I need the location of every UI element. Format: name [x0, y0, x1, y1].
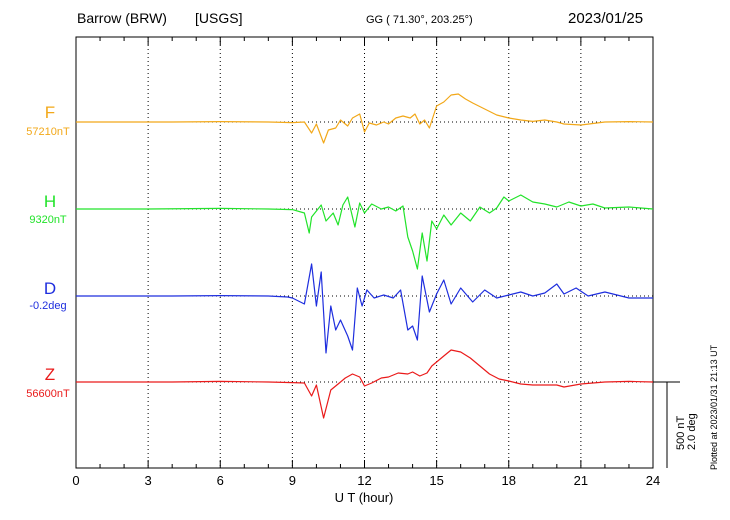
date-label: 2023/01/25: [568, 10, 644, 27]
tick-label: 9: [289, 473, 296, 488]
series-name-f: F: [45, 103, 55, 122]
series-z: Z 56600nT: [26, 349, 654, 419]
station-title: Barrow (BRW): [77, 10, 167, 26]
series-name-d: D: [44, 279, 56, 298]
x-ticks: 0 3 6 9 12 15 18 21 24: [72, 37, 660, 488]
coordinates-label: GG ( 71.30°, 203.25°): [366, 14, 473, 26]
series-name-z: Z: [45, 365, 55, 384]
network-label: [USGS]: [195, 10, 243, 26]
tick-label: 12: [357, 473, 371, 488]
series-line-z: [76, 349, 654, 419]
tick-label: 15: [429, 473, 443, 488]
tick-label: 3: [145, 473, 152, 488]
series-f: F 57210nT: [26, 93, 654, 144]
tick-label: 24: [646, 473, 660, 488]
grid: [76, 37, 653, 468]
series-h: H 9320nT: [29, 192, 654, 270]
series-line-h: [76, 194, 654, 270]
series-baseline-d: -0.2deg: [29, 300, 66, 312]
series-d: D -0.2deg: [29, 263, 653, 354]
series-baseline-h: 9320nT: [29, 214, 67, 226]
plotted-timestamp: Plotted at 2023/01/31 21:13 UT: [709, 344, 719, 470]
tick-label: 6: [217, 473, 224, 488]
series-line-f: [76, 93, 654, 144]
tick-label: 18: [502, 473, 516, 488]
tick-label: 0: [72, 473, 79, 488]
scale-bar-nt: 500 nT: [675, 415, 687, 450]
series-line-d: [76, 263, 653, 354]
tick-label: 21: [574, 473, 588, 488]
scale-bar: 500 nT 2.0 deg: [653, 381, 698, 468]
series-name-h: H: [44, 192, 56, 211]
scale-bar-deg: 2.0 deg: [686, 413, 698, 450]
series-group: F 57210nT H 9320nT D -0.2deg Z 56600nT: [26, 93, 654, 419]
series-baseline-f: 57210nT: [26, 126, 70, 138]
x-axis-label: U T (hour): [335, 490, 394, 505]
series-baseline-z: 56600nT: [26, 388, 70, 400]
